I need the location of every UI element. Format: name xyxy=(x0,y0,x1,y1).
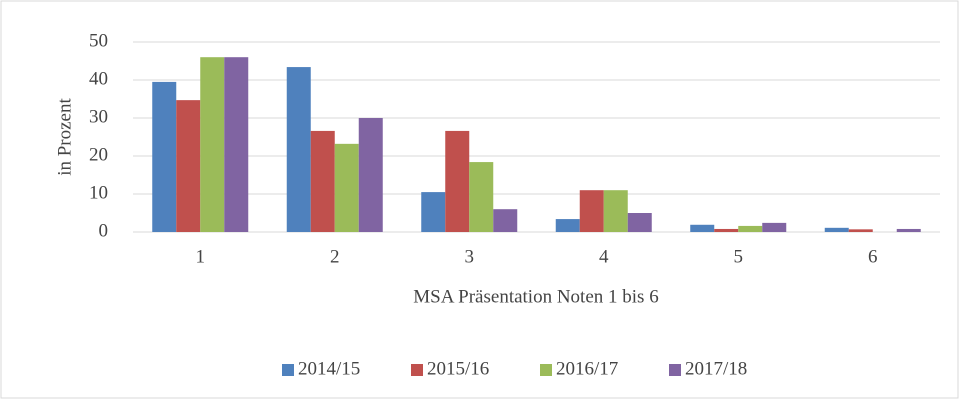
bar xyxy=(421,192,446,232)
legend-label: 2015/16 xyxy=(427,358,489,379)
x-tick-label: 4 xyxy=(599,246,609,267)
bar xyxy=(579,190,604,232)
bar xyxy=(152,81,177,233)
legend-swatch xyxy=(540,364,552,376)
bar xyxy=(762,222,787,232)
bar xyxy=(738,225,763,232)
bar xyxy=(286,67,311,232)
y-tick-label: 0 xyxy=(99,220,109,241)
legend-swatch xyxy=(669,364,681,376)
bar xyxy=(848,229,873,232)
bar xyxy=(690,224,715,232)
bar xyxy=(176,100,201,232)
y-axis-title: in Prozent xyxy=(54,98,75,176)
bar xyxy=(603,190,628,232)
bar xyxy=(445,130,470,232)
legend-swatch xyxy=(411,364,423,376)
bar xyxy=(200,57,225,233)
bar xyxy=(896,228,921,232)
x-tick-label: 6 xyxy=(868,246,878,267)
bar xyxy=(310,130,335,232)
bar xyxy=(358,118,383,232)
x-tick-label: 3 xyxy=(465,246,475,267)
bar xyxy=(493,209,518,232)
y-tick-label: 30 xyxy=(89,106,108,127)
legend-swatch xyxy=(282,364,294,376)
y-tick-label: 50 xyxy=(89,30,108,51)
x-tick-label: 2 xyxy=(330,246,340,267)
bar xyxy=(824,227,849,232)
legend-label: 2017/18 xyxy=(685,358,747,379)
legend-label: 2016/17 xyxy=(556,358,618,379)
x-tick-label: 1 xyxy=(196,246,206,267)
y-tick-label: 20 xyxy=(89,144,108,165)
bar xyxy=(469,162,494,232)
bar xyxy=(627,213,652,232)
legend-label: 2014/15 xyxy=(298,358,360,379)
bar xyxy=(714,228,739,232)
y-tick-label: 40 xyxy=(89,68,108,89)
y-tick-label: 10 xyxy=(89,182,108,203)
bar xyxy=(224,57,249,233)
x-tick-label: 5 xyxy=(734,246,744,267)
x-axis-title: MSA Präsentation Noten 1 bis 6 xyxy=(413,286,658,307)
bar xyxy=(555,219,580,232)
bar xyxy=(334,143,359,232)
